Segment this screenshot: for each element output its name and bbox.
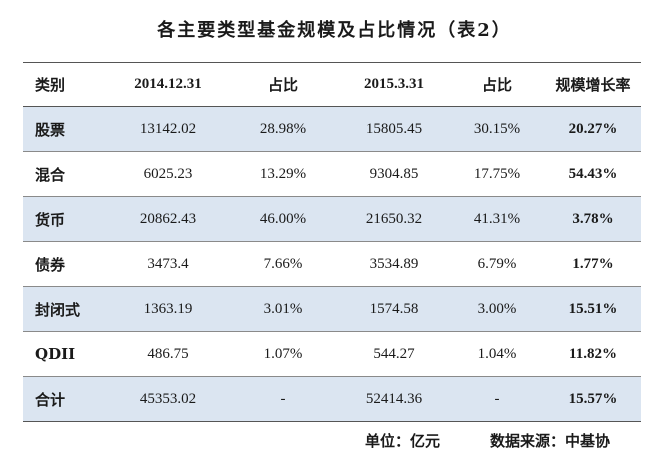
row-share-2015: 1.04%: [477, 345, 517, 362]
row-category: 封闭式: [35, 300, 81, 319]
fund-scale-table: 类别 2014.12.31 占比 2015.3.31 占比 规模增长率 股票 1…: [23, 62, 641, 422]
row-value-2015: 52414.36: [365, 390, 423, 407]
table-total-row: 合计 45353.02 - 52414.36 - 15.57%: [23, 377, 641, 422]
row-category: QDII: [35, 345, 76, 363]
row-share-2015: 30.15%: [473, 120, 521, 137]
header-category: 类别: [35, 76, 66, 94]
table-row: 股票 13142.02 28.98% 15805.45 30.15% 20.27…: [23, 107, 641, 152]
row-category: 股票: [35, 120, 66, 139]
row-share-2015: 17.75%: [473, 165, 521, 182]
row-value-2014: 486.75: [147, 345, 189, 362]
row-growth-rate: 11.82%: [569, 345, 617, 362]
row-share-2014: 46.00%: [259, 210, 307, 227]
row-share-2015: 3.00%: [477, 300, 517, 317]
unit-note: 单位：亿元: [365, 432, 441, 450]
row-share-2014: -: [280, 390, 286, 407]
row-share-2014: 1.07%: [263, 345, 303, 362]
row-share-2014: 28.98%: [259, 120, 307, 137]
row-growth-rate: 20.27%: [568, 120, 618, 137]
row-share-2014: 13.29%: [259, 165, 307, 182]
row-value-2014: 20862.43: [139, 210, 197, 227]
row-growth-rate: 15.51%: [568, 300, 618, 317]
row-value-2015: 9304.85: [369, 165, 419, 182]
row-value-2015: 15805.45: [365, 120, 423, 137]
table-row: 封闭式 1363.19 3.01% 1574.58 3.00% 15.51%: [23, 287, 641, 332]
row-growth-rate: 54.43%: [568, 165, 618, 182]
table-row: QDII 486.75 1.07% 544.27 1.04% 11.82%: [23, 332, 641, 377]
row-share-2014: 7.66%: [263, 255, 303, 272]
row-value-2014: 45353.02: [139, 390, 197, 407]
row-value-2014: 13142.02: [139, 120, 197, 137]
row-value-2015: 21650.32: [365, 210, 423, 227]
table-row: 货币 20862.43 46.00% 21650.32 41.31% 3.78%: [23, 197, 641, 242]
table-row: 混合 6025.23 13.29% 9304.85 17.75% 54.43%: [23, 152, 641, 197]
row-value-2015: 3534.89: [369, 255, 419, 272]
row-growth-rate: 3.78%: [572, 210, 614, 227]
row-share-2015: 6.79%: [477, 255, 517, 272]
header-share-2014: 占比: [267, 76, 298, 94]
row-category: 混合: [35, 165, 66, 184]
row-category: 货币: [35, 210, 66, 229]
row-share-2015: -: [494, 390, 500, 407]
row-value-2015: 544.27: [373, 345, 415, 362]
header-date-2015: 2015.3.31: [364, 76, 424, 92]
row-growth-rate: 1.77%: [572, 255, 614, 272]
data-source-note: 数据来源：中基协: [490, 432, 611, 450]
row-value-2014: 3473.4: [147, 255, 189, 272]
header-growth-rate: 规模增长率: [555, 76, 631, 94]
row-share-2014: 3.01%: [263, 300, 303, 317]
row-value-2014: 1363.19: [143, 300, 193, 317]
row-category: 合计: [35, 390, 66, 409]
row-growth-rate: 15.57%: [568, 390, 618, 407]
row-value-2015: 1574.58: [369, 300, 419, 317]
table-header-row: 类别 2014.12.31 占比 2015.3.31 占比 规模增长率: [23, 62, 641, 107]
row-share-2015: 41.31%: [473, 210, 521, 227]
row-value-2014: 6025.23: [143, 165, 193, 182]
table-title: 各主要类型基金规模及占比情况（表2）: [157, 20, 512, 41]
table-row: 债券 3473.4 7.66% 3534.89 6.79% 1.77%: [23, 242, 641, 287]
table-footer: 单位：亿元 数据来源：中基协: [0, 430, 669, 454]
header-date-2014: 2014.12.31: [134, 76, 202, 92]
row-category: 债券: [35, 255, 66, 274]
header-share-2015: 占比: [481, 76, 512, 94]
